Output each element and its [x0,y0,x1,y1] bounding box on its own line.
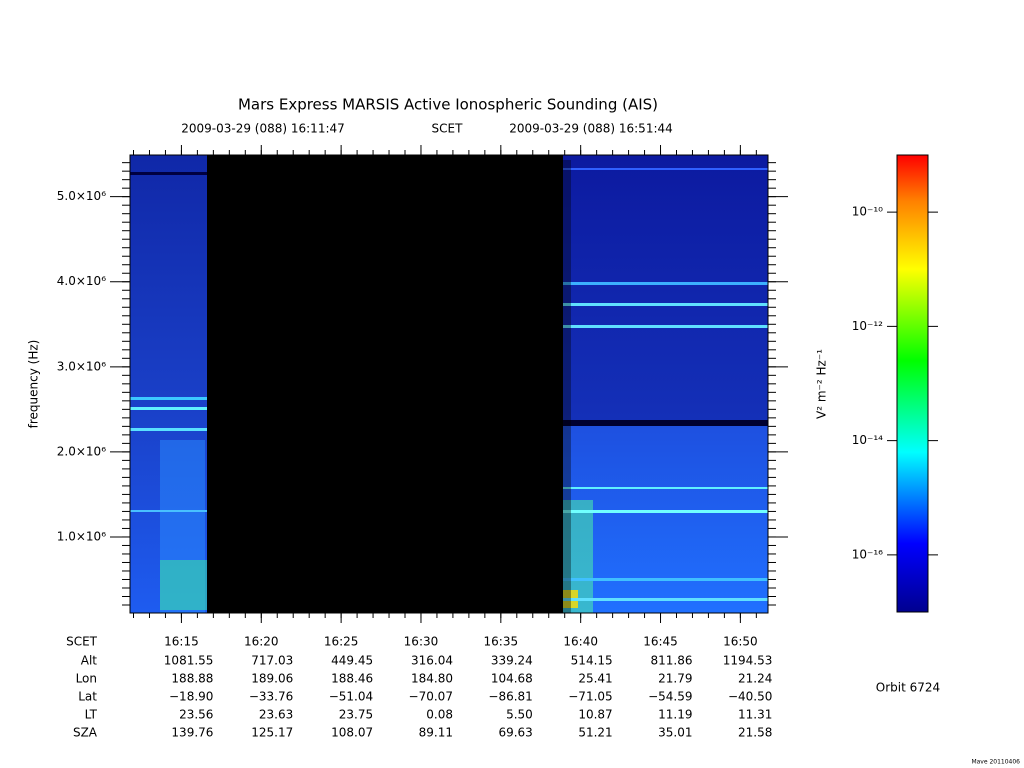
ephemeris-value: 21.58 [738,726,772,740]
ephemeris-value: −18.90 [169,690,213,704]
ephemeris-value: 108.07 [331,726,373,740]
ephemeris-value: −71.05 [568,690,612,704]
colorbar [896,154,929,613]
credit: Mave 20110406 [971,759,1020,766]
ephemeris-value: 449.45 [331,654,373,668]
y-tick-label: 1.0×10⁶ [57,529,106,543]
ephemeris-value: 139.76 [171,726,213,740]
ephemeris-value: 717.03 [251,654,293,668]
colorbar-tick-label: 10⁻¹² [852,319,883,333]
colorbar-tick-label: 10⁻¹⁶ [852,547,883,561]
ephemeris-value: 23.56 [179,708,213,722]
ephemeris-value: 10.87 [578,708,612,722]
colorbar-tick-label: 10⁻¹⁰ [852,205,883,219]
ephemeris-value: 514.15 [571,654,613,668]
colorbar-label: V² m⁻² Hz⁻¹ [815,349,829,419]
ephemeris-value: −54.59 [648,690,692,704]
ephemeris-value: 21.24 [738,672,772,686]
ephemeris-label: SCET [66,635,98,649]
ephemeris-value: 5.50 [506,708,533,722]
ephemeris-value: −40.50 [728,690,772,704]
ephemeris-value: 189.06 [251,672,293,686]
ephemeris-value: 23.75 [339,708,373,722]
ephemeris-value: 21.79 [658,672,692,686]
ephemeris-value: 89.11 [419,726,453,740]
ephemeris-label: Lat [78,690,97,704]
ephemeris-value: −86.81 [488,690,532,704]
y-tick-label: 4.0×10⁶ [57,274,106,288]
ephemeris-value: 188.46 [331,672,373,686]
spectrogram-image [130,155,768,613]
x-tick-label: 16:35 [484,635,519,649]
y-tick-label: 3.0×10⁶ [57,359,106,373]
colorbar-tick-label: 10⁻¹⁴ [852,433,883,447]
ephemeris-value: −33.76 [249,690,293,704]
ephemeris-value: 1081.55 [164,654,214,668]
y-tick-label: 2.0×10⁶ [57,444,106,458]
time-system: SCET [432,122,464,136]
end-time: 2009-03-29 (088) 16:51:44 [509,122,673,136]
ephemeris-value: 25.41 [578,672,612,686]
ephemeris-value: 11.31 [738,708,772,722]
ephemeris-value: 125.17 [251,726,293,740]
ephemeris-value: 23.63 [259,708,293,722]
start-time: 2009-03-29 (088) 16:11:47 [181,122,345,136]
ephemeris-label: LT [85,708,98,722]
ephemeris-label: Lon [76,672,97,686]
orbit-label: Orbit 6724 [876,681,940,695]
ephemeris-value: −70.07 [409,690,453,704]
ephemeris-value: 1194.53 [723,654,773,668]
ephemeris-label: SZA [73,726,98,740]
ephemeris-value: −51.04 [329,690,373,704]
ephemeris-value: 0.08 [426,708,453,722]
ephemeris-label: Alt [81,654,98,668]
ephemeris-value: 69.63 [498,726,532,740]
ephemeris-value: 339.24 [491,654,533,668]
x-tick-label: 16:50 [723,635,758,649]
ephemeris-value: 188.88 [171,672,213,686]
x-tick-label: 16:15 [164,635,199,649]
chart-title: Mars Express MARSIS Active Ionospheric S… [238,96,658,114]
ephemeris-value: 51.21 [578,726,612,740]
ephemeris-value: 35.01 [658,726,692,740]
y-tick-label: 5.0×10⁶ [57,189,106,203]
x-tick-label: 16:45 [643,635,678,649]
ephemeris-value: 316.04 [411,654,453,668]
x-tick-label: 16:25 [324,635,359,649]
ephemeris-value: 811.86 [651,654,693,668]
ephemeris-value: 11.19 [658,708,692,722]
y-axis-label: frequency (Hz) [27,340,41,429]
ephemeris-value: 184.80 [411,672,453,686]
ephemeris-value: 104.68 [491,672,533,686]
x-tick-label: 16:20 [244,635,279,649]
x-tick-label: 16:40 [563,635,598,649]
x-tick-label: 16:30 [404,635,439,649]
